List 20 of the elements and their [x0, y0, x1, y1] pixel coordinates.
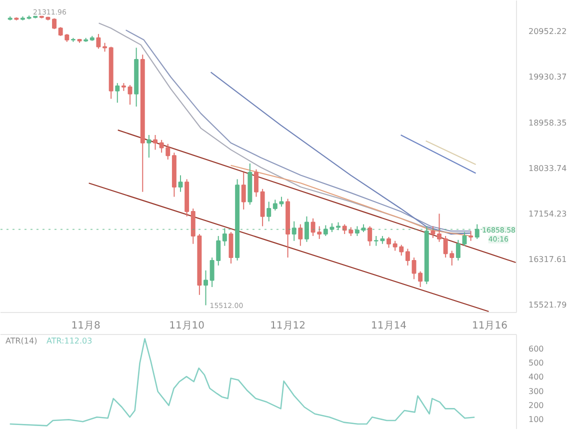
y-tick-label: 18033.74 — [528, 164, 567, 173]
y-tick-label: 19930.37 — [528, 72, 567, 82]
y-tick-label: 17154.23 — [528, 209, 567, 218]
y-tick-label: 16317.61 — [528, 255, 567, 264]
y-tick-label: 500 — [528, 358, 544, 368]
y-tick-label: 300 — [528, 386, 544, 396]
x-tick-label: 11月16 — [472, 320, 508, 332]
x-tick-label: 11月10 — [169, 320, 205, 332]
y-tick-label: 600 — [528, 344, 544, 354]
y-tick-label: 100 — [528, 414, 544, 424]
y-tick-label: 20952.22 — [528, 27, 567, 36]
x-tick-label: 11月14 — [371, 320, 406, 332]
y-tick-label: 15521.79 — [528, 300, 567, 310]
y-tick-label: 400 — [528, 372, 544, 382]
x-tick-label: 11月8 — [71, 320, 100, 332]
chart-title: ATR(14) — [6, 336, 38, 346]
y-tick-label: 18958.35 — [528, 118, 567, 128]
annotation: ATR:112.03 — [46, 336, 92, 346]
x-tick-label: 11月12 — [270, 320, 306, 332]
y-tick-label: 200 — [528, 400, 544, 410]
